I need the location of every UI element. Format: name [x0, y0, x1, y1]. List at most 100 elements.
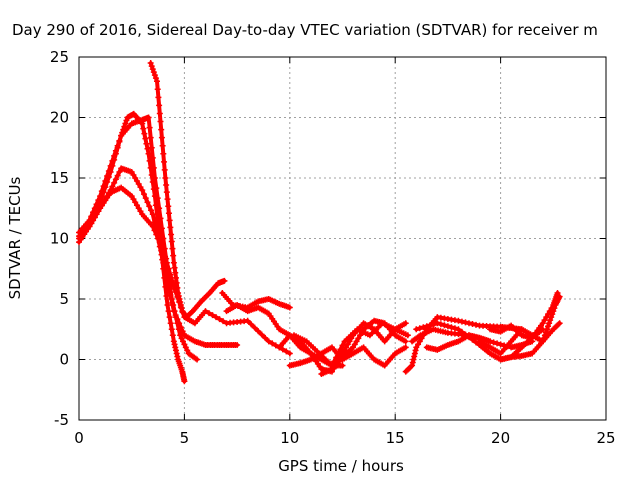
data-point: [130, 171, 137, 178]
data-point: [148, 63, 155, 70]
data-point: [448, 324, 455, 331]
data-point: [539, 320, 546, 327]
data-point: [176, 299, 183, 306]
data-point: [100, 183, 107, 190]
data-point: [539, 326, 546, 333]
data-point: [416, 325, 423, 332]
data-point: [165, 265, 172, 272]
data-point: [168, 238, 175, 245]
data-point: [337, 346, 344, 353]
data-point: [355, 335, 362, 342]
data-point: [140, 191, 147, 198]
data-point: [163, 189, 170, 196]
data-point: [451, 325, 458, 332]
data-point: [150, 69, 157, 76]
data-point: [176, 320, 183, 327]
data-point: [473, 321, 480, 328]
data-point: [286, 350, 293, 357]
data-series: [487, 322, 546, 341]
data-point: [555, 321, 562, 328]
data-point: [97, 193, 104, 200]
data-point: [177, 304, 184, 311]
data-point: [142, 135, 149, 142]
data-point: [169, 300, 176, 307]
data-point: [220, 318, 227, 325]
data-point: [153, 231, 160, 238]
data-point: [146, 124, 153, 131]
data-point: [167, 320, 174, 327]
data-point: [174, 293, 181, 300]
data-point: [155, 235, 162, 242]
data-point: [166, 314, 173, 321]
x-tick-label: 25: [596, 429, 615, 447]
data-point: [114, 142, 121, 149]
data-series: [476, 320, 563, 357]
data-point: [160, 247, 167, 254]
data-point: [150, 164, 157, 171]
data-point: [159, 142, 166, 149]
data-point: [353, 338, 360, 345]
data-point: [149, 154, 156, 161]
data-point: [160, 150, 167, 157]
data-point: [423, 323, 430, 330]
data-point: [151, 227, 158, 234]
data-point: [262, 334, 269, 341]
data-point: [171, 264, 178, 271]
data-point: [404, 332, 411, 339]
data-point: [90, 217, 97, 224]
data-point: [163, 182, 170, 189]
data-point: [458, 328, 465, 335]
data-point: [194, 356, 201, 363]
data-point: [139, 187, 146, 194]
data-point: [179, 309, 186, 316]
data-point: [105, 167, 112, 174]
data-point: [462, 319, 469, 326]
data-point: [162, 267, 169, 274]
data-point: [164, 196, 171, 203]
chart-title: Day 290 of 2016, Sidereal Day-to-day VTE…: [12, 21, 598, 39]
data-point: [165, 308, 172, 315]
data-point: [539, 338, 546, 345]
data-point: [146, 203, 153, 210]
data-point: [258, 331, 265, 338]
data-point: [167, 291, 174, 298]
data-point: [540, 335, 547, 342]
data-point: [140, 125, 147, 132]
data-point: [112, 176, 119, 183]
data-point: [216, 316, 223, 323]
data-point: [286, 304, 293, 311]
data-point: [408, 363, 415, 370]
data-point: [341, 347, 348, 354]
data-point: [209, 312, 216, 319]
data-point: [141, 130, 148, 137]
data-point: [98, 188, 105, 195]
x-tick-label: 5: [180, 429, 190, 447]
data-point: [111, 152, 118, 159]
data-point: [91, 214, 98, 221]
x-axis-label: GPS time / hours: [278, 457, 404, 475]
data-point: [469, 321, 476, 328]
data-point: [455, 317, 462, 324]
y-tick-label: 10: [50, 230, 69, 248]
x-tick-label: 15: [386, 429, 405, 447]
data-point: [430, 321, 437, 328]
data-point: [148, 207, 155, 214]
data-point: [114, 172, 121, 179]
data-point: [147, 134, 154, 141]
data-point: [174, 316, 181, 323]
data-point: [155, 94, 162, 101]
data-point: [172, 274, 179, 281]
data-point: [547, 317, 554, 324]
data-point: [170, 308, 177, 315]
data-point: [172, 288, 179, 295]
data-point: [202, 308, 209, 315]
data-point: [133, 178, 140, 185]
data-point: [542, 329, 549, 336]
data-point: [148, 144, 155, 151]
data-point: [333, 354, 340, 361]
data-point: [167, 271, 174, 278]
data-series: [76, 184, 293, 357]
data-point: [170, 283, 177, 290]
data-point: [178, 335, 185, 342]
